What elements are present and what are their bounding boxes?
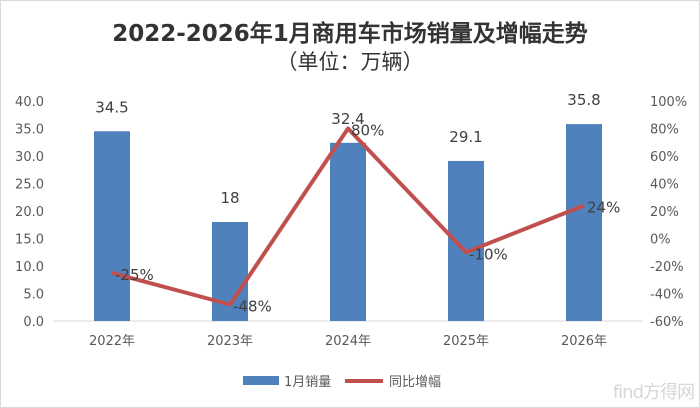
right-tick-label: 100% <box>650 95 687 110</box>
left-tick-label: 10.0 <box>15 260 44 275</box>
left-tick-label: 5.0 <box>23 288 44 303</box>
legend-label: 1月销量 <box>284 375 331 390</box>
left-tick-label: 40.0 <box>15 95 44 110</box>
line-data-label: -25% <box>115 266 154 284</box>
bar-data-label: 32.4 <box>331 110 364 128</box>
legend-swatch-bar <box>243 376 279 385</box>
left-tick-label: 15.0 <box>15 233 44 248</box>
chart-subtitle: （单位：万辆） <box>276 50 424 74</box>
x-tick-label: 2024年 <box>325 334 371 349</box>
left-tick-label: 30.0 <box>15 150 44 165</box>
growth-line <box>111 126 585 307</box>
left-tick-label: 0.0 <box>23 315 44 330</box>
x-tick-label: 2025年 <box>443 334 489 349</box>
bar-data-label: 34.5 <box>95 98 128 116</box>
line-data-label: 80% <box>351 122 384 140</box>
x-tick-label: 2023年 <box>207 334 253 349</box>
right-tick-label: -60% <box>650 315 684 330</box>
right-tick-label: 60% <box>650 150 679 165</box>
left-tick-label: 25.0 <box>15 178 44 193</box>
left-tick-label: 20.0 <box>15 205 44 220</box>
bar <box>330 142 366 321</box>
right-tick-label: -20% <box>650 260 684 275</box>
right-tick-label: 20% <box>650 205 679 220</box>
bar-data-label: 29.1 <box>449 128 482 146</box>
right-tick-label: 80% <box>650 123 679 138</box>
right-tick-label: 40% <box>650 178 679 193</box>
right-tick-label: -40% <box>650 288 684 303</box>
bar-data-label: 18 <box>220 189 239 207</box>
bar <box>566 124 602 321</box>
chart-title: 2022-2026年1月商用车市场销量及增幅走势 <box>112 21 588 47</box>
left-tick-label: 35.0 <box>15 123 44 138</box>
bar-data-label: 35.8 <box>567 91 600 109</box>
line-data-label: -48% <box>233 298 272 316</box>
x-tick-label: 2022年 <box>89 334 135 349</box>
watermark-logo: find方得网 <box>612 382 695 403</box>
right-tick-label: 0% <box>650 233 671 248</box>
line-data-label: 24% <box>587 199 620 217</box>
bar <box>94 131 130 321</box>
legend-label: 同比增幅 <box>389 375 441 390</box>
x-tick-label: 2026年 <box>561 334 607 349</box>
line-data-label: -10% <box>469 245 508 263</box>
